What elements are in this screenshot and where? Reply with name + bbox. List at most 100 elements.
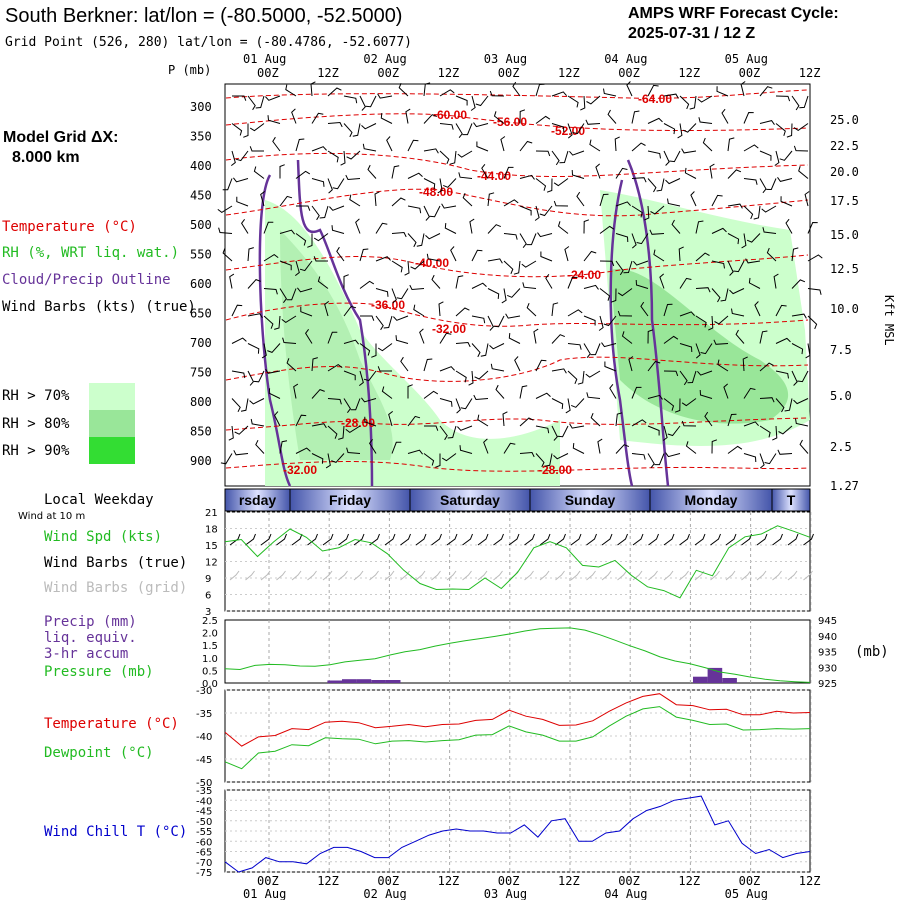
wind-barb [263, 288, 278, 295]
wind-barb [247, 279, 261, 289]
wind-barb [365, 95, 377, 108]
wind-barb [446, 570, 457, 581]
wind-barb [775, 123, 786, 136]
wind-barb [779, 150, 793, 161]
wind-barb [647, 150, 661, 159]
wind-barb [649, 229, 665, 235]
wind-barb [684, 167, 697, 179]
wind-barb [775, 398, 785, 413]
wind-barb [381, 386, 393, 399]
isotherm-label: -36.00 [371, 298, 405, 312]
hour-label: 12Z [678, 66, 700, 80]
wind-barb [628, 356, 634, 372]
wind-barb [450, 246, 457, 262]
wind-barb [741, 233, 747, 249]
wind-barb [678, 246, 684, 262]
wind-barb [545, 273, 553, 289]
wind-barb [647, 394, 663, 400]
wind-barb [539, 205, 553, 217]
wind-barb [360, 315, 375, 321]
wind-barb [551, 334, 565, 344]
wind-barb [716, 86, 729, 97]
wind-barb [759, 330, 768, 344]
wind-barb [424, 425, 439, 431]
wind-barb [772, 533, 783, 546]
hour-label: 00Z [498, 874, 520, 888]
legend-rh70-swatch [89, 383, 135, 410]
wind-barb [535, 150, 551, 157]
wind-barb [564, 246, 570, 262]
wind-barb [439, 89, 455, 97]
wind-barb [455, 370, 467, 383]
wind-barb [711, 439, 718, 454]
y-tick: 940 [818, 632, 837, 643]
wind-barb [759, 362, 774, 372]
wind-chill-panel-grid [268, 790, 812, 872]
wind-barb [807, 315, 818, 330]
dewpoint-label: Dewpoint (°C) [44, 745, 154, 761]
pressure-tick: 550 [190, 248, 212, 262]
wind-barb [407, 205, 422, 214]
wind-barb [233, 450, 249, 456]
wind-barb [493, 315, 505, 328]
wind-barb [604, 361, 617, 372]
wind-barb [423, 82, 431, 97]
forecast-cycle-time: 2025-07-31 / 12 Z [628, 25, 755, 42]
wind-barb [727, 445, 743, 454]
isotherm-label: -32.00 [283, 463, 317, 477]
wind-barb [471, 282, 487, 289]
y-tick: -35 [196, 786, 212, 797]
dewpoint-series [224, 706, 811, 770]
isotherm-line [225, 254, 809, 278]
wind-barb [727, 413, 737, 427]
wind-barb [439, 123, 454, 130]
wind-barb [700, 343, 713, 355]
wind-barb [595, 163, 601, 179]
isotherm-label: -48.00 [419, 185, 453, 199]
wind-barb [631, 233, 637, 249]
wind-barb [754, 301, 761, 317]
pressure-tick: 750 [190, 366, 212, 380]
y-tick: 925 [818, 679, 837, 690]
wind-barb [329, 205, 345, 211]
wind-barb [425, 233, 441, 240]
wind-barb [380, 113, 393, 124]
wind-barb [477, 533, 489, 546]
wind-barb [663, 93, 679, 99]
wind-barb [519, 140, 533, 152]
pressure-tick: 350 [190, 130, 212, 144]
wind-barb [291, 533, 303, 546]
wind-barb [804, 191, 810, 207]
wind-barb [647, 84, 659, 97]
wind-barb [519, 109, 526, 124]
wind-barb [236, 196, 249, 207]
pressure-tick: 900 [190, 454, 212, 468]
weekday-cell [771, 488, 811, 512]
wind-barb [599, 288, 611, 301]
wind-barb [375, 256, 391, 262]
wind-barb [327, 150, 339, 163]
wind-barb [617, 533, 628, 546]
wind-barb [787, 570, 798, 581]
height-axis-label: Kft MSL [882, 295, 896, 346]
wind-barb [311, 112, 324, 124]
wind-barb [447, 425, 457, 439]
wind-barb [469, 218, 475, 234]
wind-barb [539, 533, 551, 546]
wind-barb [286, 358, 297, 372]
wind-chill-panel-yticks: -35-40-45-50-55-60-65-70-75 [196, 786, 810, 879]
wind-barb [787, 533, 799, 546]
wind-barb [240, 398, 249, 412]
wind-barb [260, 533, 272, 546]
weekday-name: T [787, 492, 796, 508]
height-tick: 12.5 [830, 262, 859, 276]
wind-chill-panel: -35-40-45-50-55-60-65-70-75 [196, 786, 812, 879]
wind-barb [364, 416, 377, 427]
cloud-outline-right-1 [609, 179, 634, 487]
wind-barb [217, 205, 233, 214]
wind-barb [526, 303, 537, 317]
wind-barb [803, 570, 813, 581]
wind-barb [393, 315, 409, 321]
wind-barb [791, 247, 799, 262]
wind-barb [462, 123, 473, 136]
